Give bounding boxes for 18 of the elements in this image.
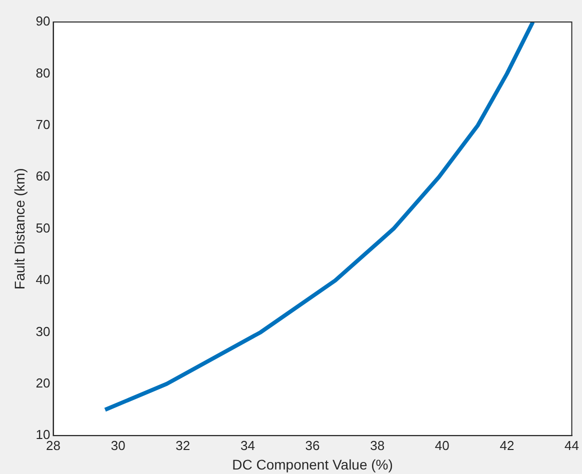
- x-tick-label: 34: [240, 438, 255, 453]
- y-tick-label: 60: [36, 168, 50, 184]
- x-tick-label: 38: [370, 438, 385, 453]
- x-tick-label: 36: [305, 438, 320, 453]
- y-axis-title: Fault Distance (km): [11, 168, 28, 290]
- y-tick-label: 20: [36, 375, 50, 390]
- x-tick-label: 30: [110, 438, 126, 453]
- y-tick-label: 70: [36, 116, 50, 132]
- y-tick-label: 30: [36, 324, 50, 339]
- y-tick-label: 50: [36, 220, 50, 236]
- x-tick-label: 40: [434, 438, 450, 453]
- x-tick-label: 44: [564, 438, 580, 453]
- y-tick-label: 90: [36, 14, 50, 29]
- x-tick-label: 32: [176, 438, 190, 453]
- y-tick-label: 80: [36, 65, 50, 80]
- x-axis-title: DC Component Value (%): [232, 456, 393, 472]
- y-tick-label: 40: [36, 272, 50, 288]
- x-tick-label: 42: [500, 438, 514, 453]
